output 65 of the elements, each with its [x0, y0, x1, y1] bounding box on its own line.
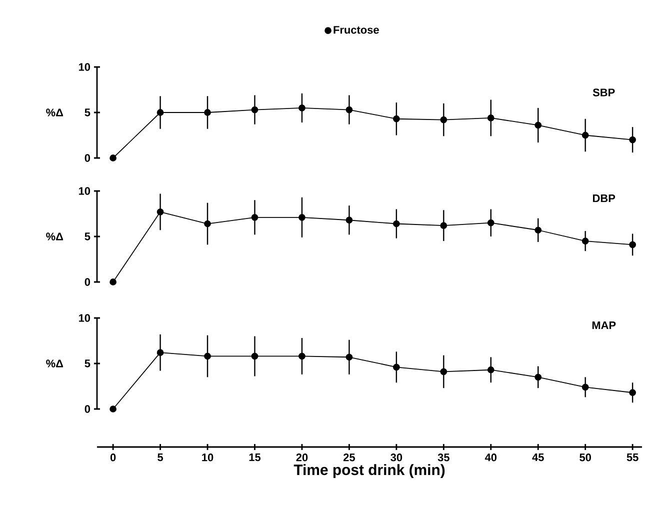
y-axis-title: %Δ — [46, 232, 63, 240]
point — [534, 374, 542, 381]
x-tick-label: 45 — [532, 454, 544, 462]
x-tick-label: 55 — [626, 454, 638, 462]
point — [487, 366, 494, 374]
y-tick-label: 5 — [84, 108, 90, 116]
y-axis-title: %Δ — [46, 360, 63, 368]
point — [251, 214, 258, 221]
y-tick-label: 0 — [84, 154, 90, 162]
annotation: MAP — [592, 322, 616, 330]
x-tick-label: 40 — [484, 454, 497, 462]
point — [440, 116, 448, 124]
point — [534, 122, 542, 129]
point — [346, 354, 353, 361]
point — [582, 238, 589, 244]
x-tick-label: 5 — [158, 454, 164, 462]
point — [346, 106, 353, 114]
point — [440, 368, 448, 376]
y-tick-label: 10 — [78, 314, 90, 322]
annotation: SBP — [592, 88, 615, 96]
x-tick-label: 10 — [202, 454, 214, 462]
point — [487, 219, 494, 226]
x-axis-title: Time post drink (min) — [294, 464, 445, 478]
point — [582, 132, 589, 139]
point — [298, 352, 306, 360]
point — [440, 222, 448, 230]
x-tick-label: 25 — [343, 454, 355, 462]
y-tick-label: 5 — [84, 232, 90, 240]
point — [298, 214, 306, 221]
legend-label: Fructose — [334, 26, 379, 34]
point — [156, 349, 164, 356]
point — [346, 216, 353, 224]
point — [110, 406, 116, 412]
x-tick-label: 50 — [580, 454, 591, 462]
point — [298, 104, 306, 112]
point — [251, 352, 258, 360]
point — [629, 389, 636, 396]
point — [204, 352, 211, 360]
y-axis-title: %Δ — [46, 108, 63, 116]
point — [629, 241, 636, 248]
point — [156, 208, 164, 216]
point — [156, 109, 164, 116]
point — [487, 114, 494, 122]
annotation: DBP — [593, 194, 616, 202]
y-tick-label: 0 — [84, 405, 90, 413]
point — [110, 154, 116, 162]
point — [392, 115, 400, 122]
point — [582, 384, 589, 391]
point — [534, 226, 542, 234]
point — [204, 109, 211, 116]
y-tick-label: 10 — [78, 63, 90, 71]
point — [204, 220, 211, 228]
point — [110, 278, 116, 286]
point — [251, 106, 258, 114]
y-tick-label: 0 — [84, 278, 90, 286]
x-tick-label: 15 — [249, 454, 261, 462]
point — [392, 220, 400, 228]
point — [392, 364, 400, 371]
x-tick-label: 30 — [390, 454, 402, 462]
point — [629, 136, 636, 144]
x-tick-label: 20 — [296, 454, 308, 462]
x-tick-label: 35 — [438, 454, 450, 462]
x-tick-label: 0 — [110, 454, 116, 462]
y-tick-label: 5 — [84, 360, 90, 368]
y-tick-label: 10 — [78, 187, 90, 195]
